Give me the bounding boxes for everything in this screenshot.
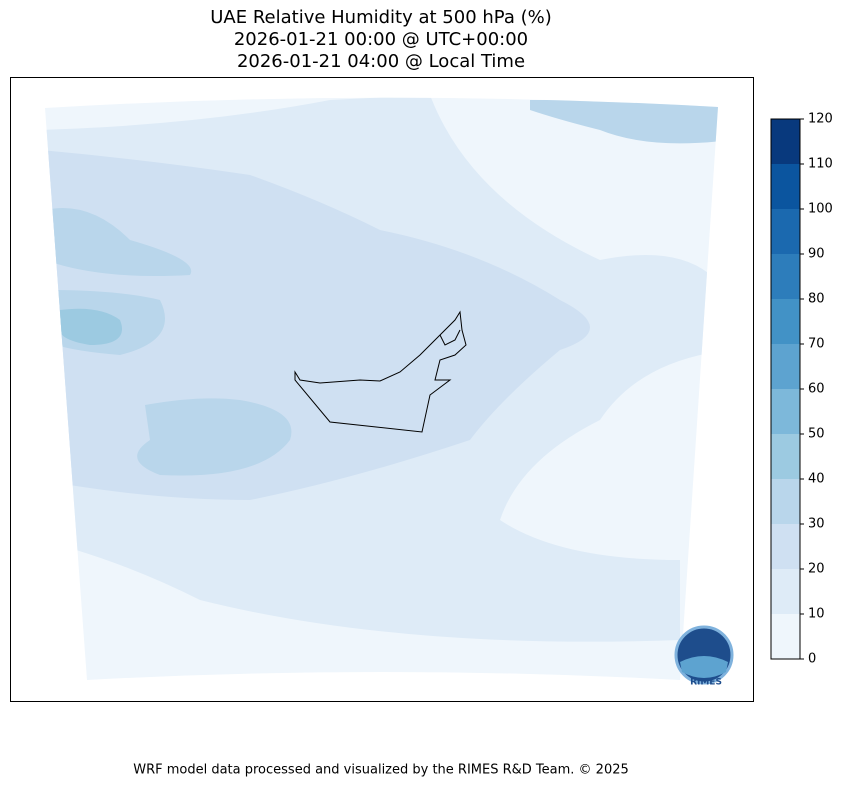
colorbar-tick-label: 60 (808, 382, 825, 397)
colorbar-segment (771, 209, 800, 254)
colorbar-segment (771, 479, 800, 524)
colorbar-segment (771, 524, 800, 569)
colorbar-segment (771, 119, 800, 164)
colorbar-tick-label: 80 (808, 292, 825, 307)
colorbar-tick-label: 90 (808, 247, 825, 262)
colorbar-tick-label: 50 (808, 427, 825, 442)
colorbar-tick-label: 20 (808, 562, 825, 577)
colorbar-segment (771, 164, 800, 209)
humidity-field (45, 97, 718, 680)
title-line: UAE Relative Humidity at 500 hPa (%) (210, 7, 551, 28)
colorbar-tick-label: 40 (808, 472, 825, 487)
colorbar-tick-label: 0 (808, 652, 816, 667)
title-line: 2026-01-21 04:00 @ Local Time (237, 51, 525, 72)
colorbar-tick-label: 70 (808, 337, 825, 352)
colorbar-segment (771, 434, 800, 479)
colorbar-tick-label: 10 (808, 607, 825, 622)
colorbar-segment (771, 344, 800, 389)
logo: RIMES (674, 625, 734, 688)
colorbar-segment (771, 569, 800, 614)
colorbar-tick-label: 30 (808, 517, 825, 532)
colorbar-tick-label: 120 (808, 112, 833, 127)
title-line: 2026-01-21 00:00 @ UTC+00:00 (234, 29, 528, 50)
footer: WRF model data processed and visualized … (133, 763, 629, 778)
colorbar-segment (771, 299, 800, 344)
colorbar-segment (771, 254, 800, 299)
colorbar-tick-label: 110 (808, 157, 833, 172)
uae-border (294, 310, 467, 433)
colorbar: 0 10 20 30 40 50 60 70 80 90 100 110 120 (770, 112, 833, 667)
logo-text: RIMES (690, 678, 722, 688)
colorbar-segment (771, 389, 800, 434)
colorbar-segment (771, 614, 800, 659)
uae-border (439, 329, 461, 346)
colorbar-tick-label: 100 (808, 202, 833, 217)
